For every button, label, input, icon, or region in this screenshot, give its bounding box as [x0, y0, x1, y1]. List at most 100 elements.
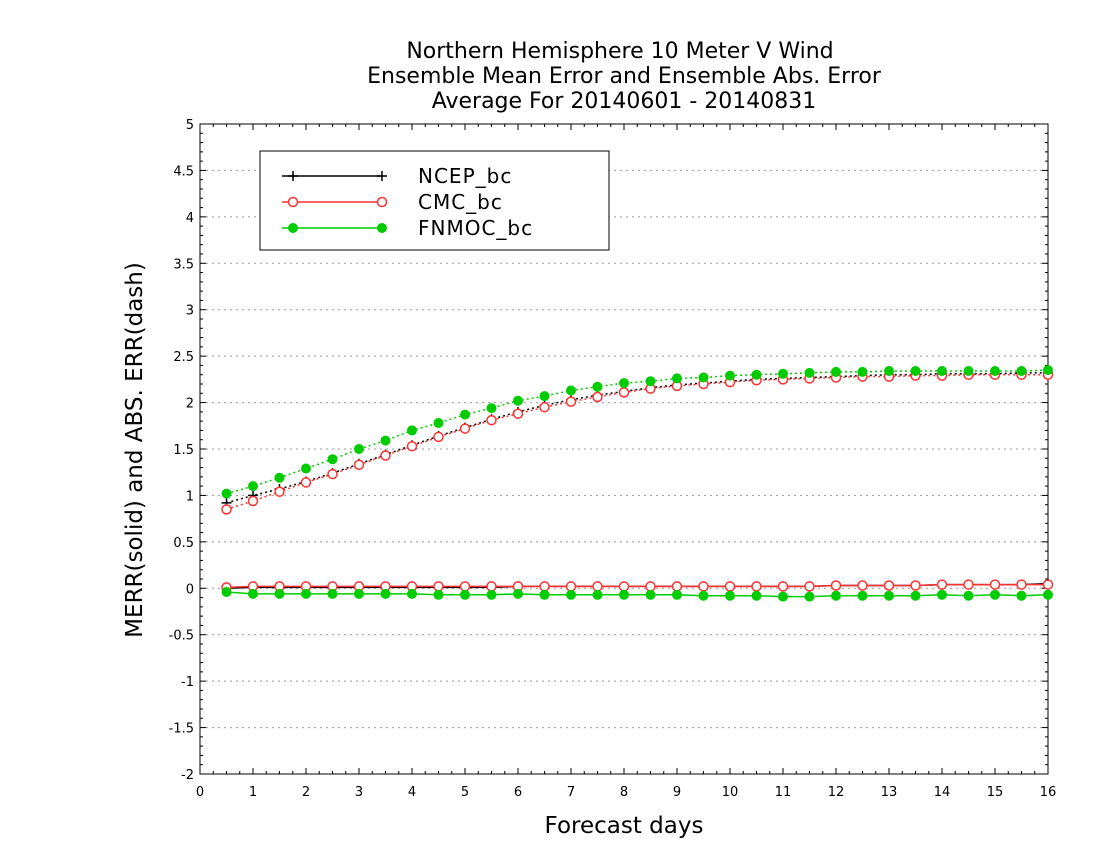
- abs-err-point: [566, 385, 576, 396]
- title-line-3: Average For 20140601 - 20140831: [432, 89, 817, 114]
- legend-entry-FNMOC_bc: FNMOC_bc: [282, 216, 533, 240]
- legend-box: [259, 150, 610, 251]
- x-tick-label: 9: [673, 785, 681, 800]
- abs-err-point: [327, 468, 338, 480]
- merr-point: [1016, 579, 1027, 590]
- abs-err-point: [778, 368, 788, 379]
- merr-point: [990, 589, 1000, 600]
- x-tick-label: 7: [567, 785, 575, 800]
- merr-point: [513, 588, 523, 599]
- legend-marker: [377, 171, 387, 181]
- merr-point: [725, 590, 735, 601]
- x-axis-label: Forecast days: [545, 813, 704, 839]
- merr-point: [486, 589, 497, 600]
- merr-point: [248, 588, 258, 599]
- x-tick-label: 11: [775, 785, 792, 800]
- y-tick-label: 0.5: [173, 536, 194, 551]
- abs-err-point: [592, 391, 603, 403]
- series-layer: [221, 365, 1054, 602]
- merr-point: [327, 588, 338, 599]
- abs-err-point: [459, 423, 471, 434]
- legend-marker: [288, 223, 298, 233]
- merr-point: [433, 581, 444, 592]
- merr-point: [804, 581, 815, 592]
- series-CMC_bc: [221, 369, 1054, 593]
- abs-err-point: [645, 376, 656, 387]
- legend-marker: [288, 171, 298, 181]
- merr-point: [539, 581, 550, 592]
- abs-err-point: [831, 366, 841, 377]
- y-tick-label: -0.5: [169, 629, 194, 644]
- title-line-1: Northern Hemisphere 10 Meter V Wind: [406, 39, 833, 64]
- abs-err-point: [301, 463, 311, 474]
- merr-point: [221, 587, 232, 597]
- abs-err-point: [486, 414, 497, 426]
- x-tick-label: 1: [249, 785, 257, 800]
- abs-err-point: [698, 372, 709, 383]
- legend-label: FNMOC_bc: [418, 216, 533, 240]
- merr-point: [380, 588, 391, 599]
- abs-err-point: [406, 440, 418, 452]
- abs-err-point: [963, 366, 974, 376]
- merr-point: [831, 590, 841, 601]
- y-tick-label: -1: [181, 675, 194, 690]
- abs-err-point: [486, 403, 497, 414]
- x-tick-label: 2: [302, 785, 310, 800]
- abs-err-point: [460, 409, 470, 420]
- y-tick-label: 5: [186, 118, 194, 133]
- abs-err-point: [565, 396, 577, 407]
- x-tick-label: 4: [408, 785, 416, 800]
- abs-err-line-CMC_bc: [226, 373, 1048, 511]
- y-tick-label: 1: [186, 489, 194, 504]
- abs-err-point: [990, 366, 1000, 376]
- merr-point: [618, 581, 630, 592]
- x-tick-label: 0: [196, 785, 204, 800]
- merr-point: [565, 581, 577, 592]
- legend-marker: [376, 196, 388, 208]
- merr-point: [1043, 589, 1053, 600]
- abs-err-point: [513, 395, 523, 406]
- legend-marker: [287, 196, 299, 208]
- merr-line-FNMOC_bc: [226, 591, 1049, 598]
- y-axis-label: MERR(solid) and ABS. ERR(dash): [122, 262, 148, 638]
- abs-err-point: [433, 431, 444, 443]
- merr-point: [963, 579, 974, 590]
- merr-point: [910, 580, 921, 591]
- merr-point: [724, 581, 736, 592]
- merr-point: [751, 590, 762, 601]
- y-tick-label: 0: [186, 582, 194, 597]
- series-FNMOC_bc: [221, 365, 1053, 602]
- merr-point: [433, 589, 444, 600]
- y-tick-label: -2: [181, 768, 194, 783]
- legend-entry-CMC_bc: CMC_bc: [282, 190, 502, 214]
- abs-err-point: [327, 454, 338, 465]
- merr-point: [539, 589, 550, 600]
- merr-point: [354, 588, 364, 599]
- merr-point: [857, 580, 868, 591]
- abs-err-point: [274, 486, 285, 497]
- merr-point: [566, 589, 576, 600]
- abs-err-point: [725, 370, 735, 381]
- x-tick-label: 12: [828, 785, 845, 800]
- merr-point: [619, 589, 629, 600]
- abs-err-point: [804, 367, 815, 378]
- abs-err-point: [857, 366, 868, 377]
- merr-point: [698, 581, 709, 592]
- merr-point: [857, 590, 868, 601]
- merr-point: [804, 591, 815, 602]
- x-tick-label: 5: [461, 785, 469, 800]
- y-tick-label: 1.5: [173, 443, 194, 458]
- abs-err-point: [512, 408, 524, 419]
- axis-ticks: -2-1.5-1-0.500.511.522.533.544.550 1 2 3 4 5 6…: [169, 118, 1057, 800]
- abs-err-point: [353, 459, 365, 471]
- abs-err-point: [1043, 365, 1053, 376]
- abs-err-point: [618, 387, 630, 398]
- merr-point: [274, 588, 285, 599]
- legend-marker: [377, 223, 387, 233]
- abs-err-point: [539, 391, 550, 402]
- x-tick-label: 3: [355, 785, 363, 800]
- merr-point: [830, 580, 842, 591]
- abs-err-point: [672, 373, 682, 384]
